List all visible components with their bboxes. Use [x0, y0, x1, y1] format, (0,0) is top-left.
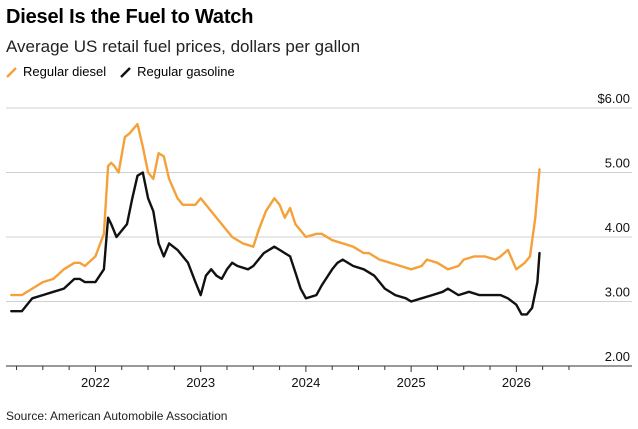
axis-layer	[6, 365, 632, 372]
series-layer	[10, 122, 541, 316]
series-line-gasoline	[10, 171, 541, 316]
legend-label-gasoline: Regular gasoline	[137, 64, 235, 79]
grid-layer	[6, 107, 632, 367]
y-tick-label: $6.00	[597, 91, 630, 106]
tick-label-layer: 2.00 3.00 4.00 5.00 $6.00 2022 2023 2024 2025 202…	[81, 91, 630, 390]
legend-label-diesel: Regular diesel	[23, 64, 107, 79]
x-tick-label: 2023	[186, 375, 215, 390]
legend-item-diesel: Regular diesel	[6, 64, 106, 79]
y-tick-label: 3.00	[605, 285, 630, 300]
x-tick-label: 2022	[81, 375, 110, 390]
x-tick-label: 2024	[291, 375, 320, 390]
y-tick-label: 2.00	[605, 349, 630, 364]
chart-subtitle: Average US retail fuel prices, dollars p…	[6, 37, 361, 56]
chart-title: Diesel Is the Fuel to Watch	[6, 6, 254, 28]
legend-swatch-diesel	[6, 66, 17, 78]
x-tick-label: 2026	[502, 375, 531, 390]
legend-item-gasoline: Regular gasoline	[120, 64, 235, 79]
x-tick-label: 2025	[397, 375, 426, 390]
series-line-diesel	[10, 122, 541, 297]
y-tick-label: 5.00	[605, 156, 630, 171]
legend-swatch-gasoline	[120, 66, 131, 78]
legend: Regular diesel Regular gasoline	[6, 64, 235, 79]
source-note: Source: American Automobile Association	[6, 409, 228, 423]
legend-line-diesel	[6, 67, 17, 78]
legend-line-gasoline	[120, 67, 131, 78]
y-tick-label: 4.00	[605, 220, 630, 235]
